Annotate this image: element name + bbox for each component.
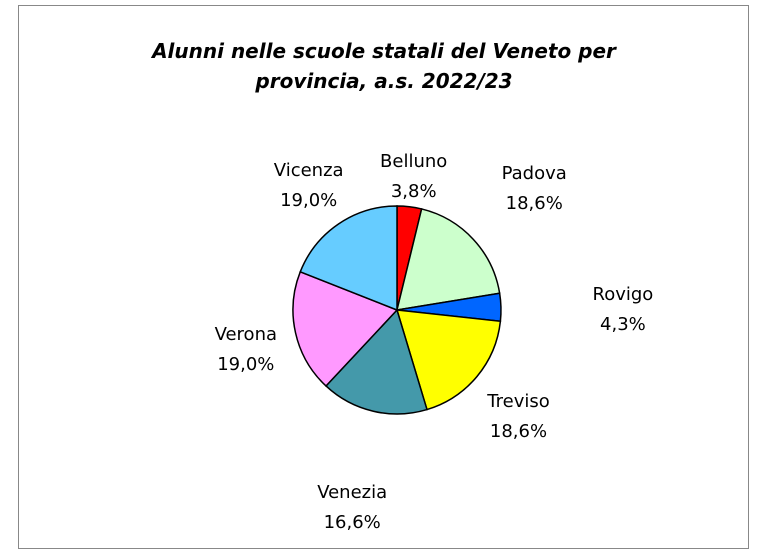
slice-value-label: 4,3% <box>600 314 646 335</box>
slice-label: Venezia <box>317 482 387 503</box>
pie-slice <box>395 309 502 411</box>
slice-value-label: 19,0% <box>280 190 337 211</box>
slice-label: Belluno <box>380 151 447 172</box>
slice-value-label: 18,6% <box>506 193 563 214</box>
pie-slice <box>299 205 398 312</box>
slice-label: Verona <box>215 324 277 345</box>
slice-value-label: 18,6% <box>490 421 547 442</box>
pie-slice <box>324 308 428 415</box>
slice-label: Vicenza <box>274 160 344 181</box>
pie-slice <box>396 208 501 311</box>
chart-title: Alunni nelle scuole statali del Veneto p… <box>152 39 616 93</box>
slice-label: Rovigo <box>593 284 654 305</box>
slice-value-label: 3,8% <box>391 181 437 202</box>
slice-value-label: 19,0% <box>217 354 274 375</box>
chart-frame <box>18 5 749 549</box>
slice-label: Padova <box>502 163 567 184</box>
slice-value-label: 16,6% <box>324 512 381 533</box>
slice-label: Treviso <box>486 391 549 412</box>
